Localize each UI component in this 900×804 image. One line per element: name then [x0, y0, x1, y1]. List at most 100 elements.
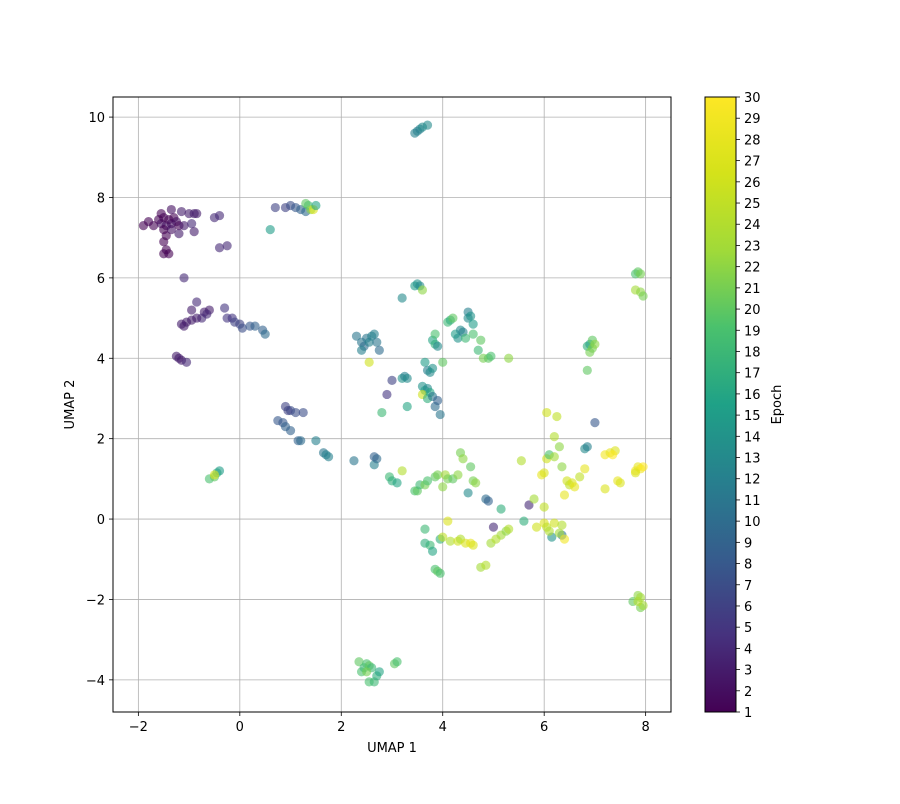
data-point [209, 470, 220, 480]
data-point [187, 305, 197, 315]
data-point [382, 389, 392, 400]
data-point [575, 472, 585, 482]
data-point [483, 496, 493, 506]
data-point [417, 285, 428, 295]
data-point [468, 540, 478, 550]
data-point [260, 329, 270, 339]
colorbar-tick-label: 6 [744, 600, 752, 615]
data-point [554, 442, 565, 452]
data-point [544, 526, 554, 536]
data-point [433, 395, 443, 406]
data-point [397, 293, 407, 303]
colorbar-tick-label: 16 [744, 388, 761, 403]
data-point [635, 269, 646, 279]
data-point [539, 468, 549, 478]
data-point [291, 407, 301, 418]
colorbar-tick-label: 12 [744, 473, 761, 488]
colorbar-label: Epoch [770, 385, 785, 425]
data-point [422, 476, 433, 486]
colorbar-gradient [704, 96, 737, 713]
y-tick-label: 10 [88, 111, 105, 126]
data-point [590, 339, 600, 349]
data-point [181, 357, 192, 367]
colorbar-tick-label: 3 [744, 664, 752, 679]
data-point [422, 120, 433, 130]
data-point [392, 657, 402, 667]
data-point [372, 337, 382, 347]
y-tick-label: 0 [97, 513, 105, 528]
data-point [250, 321, 260, 331]
data-point [504, 524, 514, 534]
data-point [311, 436, 321, 446]
data-points [138, 120, 648, 687]
data-point [283, 405, 293, 416]
data-point [476, 335, 486, 345]
data-point [638, 462, 648, 472]
data-point [600, 484, 610, 494]
data-point [265, 225, 275, 235]
data-point [585, 347, 595, 357]
data-point [531, 522, 542, 532]
data-point [392, 478, 402, 488]
colorbar-tick-label: 4 [744, 642, 752, 657]
data-point [504, 353, 514, 363]
data-point [468, 329, 478, 339]
data-point [539, 502, 549, 512]
colorbar-tick-label: 20 [744, 303, 761, 318]
colorbar-tick-label: 17 [744, 367, 761, 382]
data-point [374, 667, 384, 677]
data-point [570, 482, 580, 492]
data-point [156, 208, 166, 219]
data-point [471, 478, 481, 488]
data-point [458, 454, 468, 464]
data-point [554, 528, 565, 538]
data-point [387, 375, 397, 385]
data-point [164, 249, 174, 259]
data-point [237, 323, 247, 333]
colorbar-tick-label: 5 [744, 621, 752, 636]
data-point [582, 365, 592, 375]
data-point [559, 534, 570, 544]
data-point [174, 229, 184, 239]
data-point [179, 321, 189, 331]
data-point [448, 313, 458, 323]
data-point [192, 297, 202, 307]
data-point [420, 524, 430, 534]
data-point [301, 198, 311, 209]
y-tick-label: 8 [97, 191, 105, 206]
data-point [557, 462, 567, 472]
colorbar-tick-label: 8 [744, 558, 752, 573]
data-point [420, 538, 430, 548]
data-point [468, 319, 478, 329]
y-axis-label: UMAP 2 [63, 380, 78, 430]
data-point [481, 560, 491, 570]
data-point [433, 341, 443, 351]
data-point [214, 243, 225, 253]
colorbar-tick-label: 25 [744, 197, 761, 212]
data-point [377, 407, 387, 418]
colorbar-tick-label: 18 [744, 345, 761, 360]
data-point [635, 592, 646, 603]
colorbar-tick-label: 29 [744, 112, 761, 127]
data-point [524, 500, 534, 510]
data-point [460, 333, 471, 343]
y-tick-label: 6 [97, 272, 105, 287]
data-point [214, 210, 225, 221]
data-point [590, 417, 600, 428]
data-point [638, 291, 648, 301]
data-point [438, 482, 448, 492]
grid-lines [113, 97, 671, 712]
data-point [488, 522, 499, 532]
data-point [516, 456, 526, 466]
data-point [349, 456, 359, 466]
data-point [443, 516, 453, 526]
colorbar-tick-label: 23 [744, 239, 761, 254]
colorbar-tick-label: 22 [744, 261, 761, 276]
data-point [176, 206, 187, 217]
data-point [615, 478, 625, 488]
data-point [453, 333, 463, 343]
colorbar-tick-label: 27 [744, 155, 761, 170]
data-point [222, 241, 232, 251]
data-point [580, 464, 590, 474]
